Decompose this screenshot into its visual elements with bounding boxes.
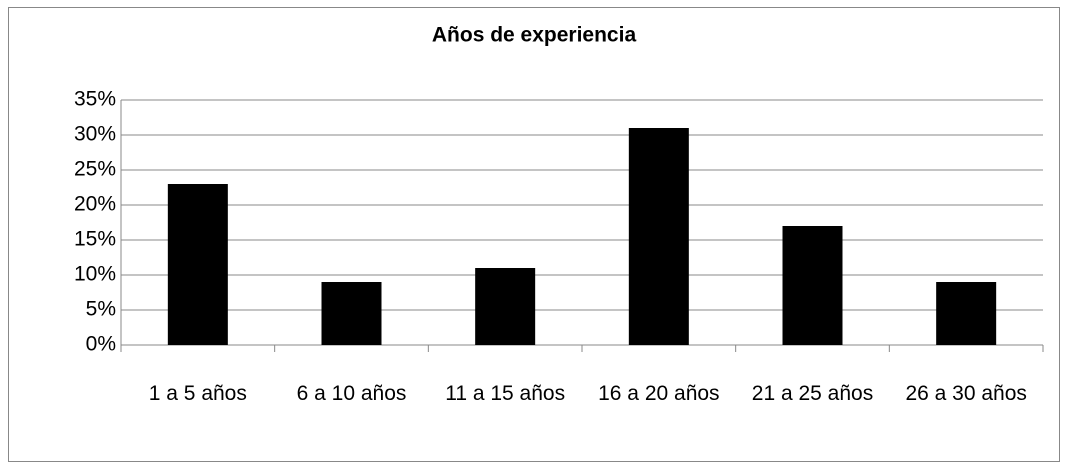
chart-title: Años de experiencia — [432, 24, 637, 47]
y-tick-label: 35% — [74, 88, 116, 111]
y-tick-label: 5% — [86, 298, 116, 321]
y-tick-label: 0% — [86, 333, 116, 356]
bar — [628, 128, 689, 345]
y-tick-label: 30% — [74, 123, 116, 146]
y-tick-label: 10% — [74, 263, 116, 286]
x-tick-label: 11 a 15 años — [445, 382, 566, 405]
x-tick-label: 1 a 5 años — [148, 382, 247, 405]
bar — [475, 268, 536, 345]
y-tick-label: 15% — [74, 228, 116, 251]
x-tick-label: 16 a 20 años — [598, 382, 720, 405]
bar — [167, 184, 228, 345]
bar — [321, 282, 382, 345]
bar — [782, 226, 843, 345]
x-tick-label: 21 a 25 años — [751, 382, 874, 405]
y-tick-label: 20% — [74, 193, 116, 216]
x-tick-label: 6 a 10 años — [296, 382, 407, 405]
y-tick-label: 25% — [74, 158, 116, 181]
bar — [936, 282, 997, 345]
x-tick-label: 26 a 30 años — [905, 382, 1027, 405]
